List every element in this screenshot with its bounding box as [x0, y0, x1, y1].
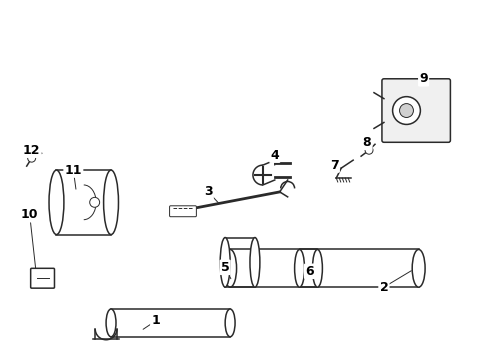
- Text: 2: 2: [380, 281, 388, 294]
- Ellipse shape: [313, 249, 322, 287]
- Text: 12: 12: [23, 144, 40, 157]
- Ellipse shape: [103, 170, 119, 235]
- Circle shape: [90, 197, 99, 207]
- Ellipse shape: [225, 309, 235, 337]
- Circle shape: [365, 146, 373, 154]
- Text: 8: 8: [363, 136, 371, 149]
- Text: 6: 6: [305, 265, 314, 278]
- FancyBboxPatch shape: [382, 79, 450, 142]
- Ellipse shape: [412, 249, 425, 287]
- FancyBboxPatch shape: [31, 268, 54, 288]
- Circle shape: [28, 154, 36, 162]
- Ellipse shape: [294, 249, 305, 287]
- Circle shape: [399, 104, 414, 117]
- Text: 4: 4: [270, 149, 279, 162]
- Text: 7: 7: [330, 159, 339, 172]
- Text: 3: 3: [204, 185, 213, 198]
- Circle shape: [392, 96, 420, 125]
- Text: 5: 5: [221, 261, 229, 274]
- Ellipse shape: [106, 309, 116, 337]
- Ellipse shape: [49, 170, 64, 235]
- Text: 1: 1: [151, 314, 160, 327]
- Text: 11: 11: [65, 163, 82, 176]
- FancyBboxPatch shape: [170, 206, 196, 217]
- Ellipse shape: [223, 249, 237, 287]
- Ellipse shape: [220, 238, 230, 287]
- Ellipse shape: [250, 238, 260, 287]
- Text: 9: 9: [419, 72, 428, 85]
- Text: 10: 10: [21, 208, 38, 221]
